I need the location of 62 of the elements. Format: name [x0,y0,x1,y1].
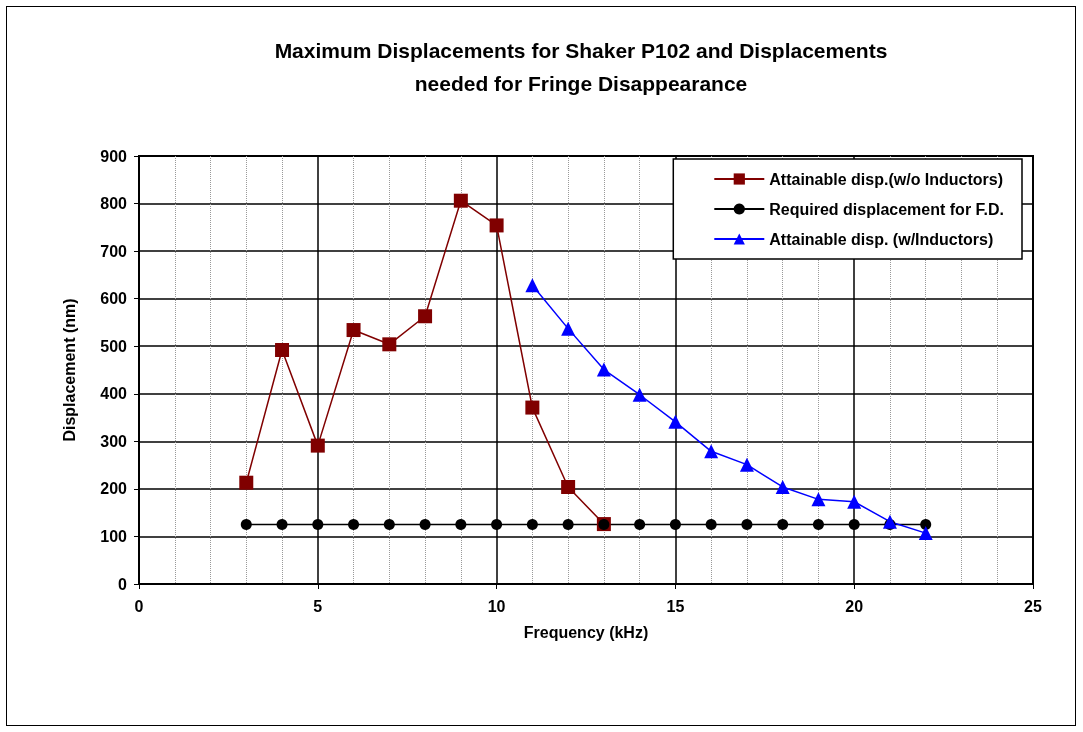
point [632,387,647,402]
legend-label: Attainable disp.(w/o Inductors) [769,170,1004,188]
x-tick-label: 10 [487,597,506,615]
y-tick-label: 500 [100,337,128,355]
point [276,519,288,531]
point [882,514,897,529]
point [561,479,576,494]
point [346,323,361,338]
x-axis-title: Frequency (kHz) [523,623,649,641]
legend-label: Required displacement for F.D. [769,200,1005,218]
point [525,278,540,293]
chart-title: Maximum Displacements for Shaker P102 and Displacements needed for Fringe Disappearance [274,39,888,95]
point [847,494,862,509]
y-tick-label: 700 [100,242,128,260]
point [705,519,717,531]
point [668,414,683,429]
y-tick-label: 0 [118,575,128,593]
point [418,309,433,324]
point [312,519,324,531]
point [812,519,824,531]
x-tick-label: 5 [313,597,323,615]
y-tick-label: 900 [100,147,128,165]
y-tick-label: 200 [100,480,128,498]
point [704,444,719,459]
point [526,519,538,531]
point [453,193,468,208]
y-tick-label: 600 [100,290,128,308]
point [348,519,360,531]
point [240,519,252,531]
point [525,400,540,415]
point [562,519,574,531]
point [383,519,395,531]
point [561,321,576,336]
x-tick-label: 0 [134,597,144,615]
y-tick-label: 100 [100,527,128,545]
point [310,438,325,453]
x-tick-label: 20 [845,597,864,615]
point [491,519,503,531]
point [489,218,504,233]
point [275,343,290,358]
point [239,475,254,490]
x-tick-label: 25 [1024,597,1042,615]
legend-label: Attainable disp. (w/Inductors) [769,230,994,248]
y-tick-label: 800 [100,195,128,213]
point [634,519,646,531]
point [777,519,789,531]
y-axis-title: Displacement (nm) [60,298,78,442]
point [811,492,826,507]
point [669,519,681,531]
point [848,519,860,531]
y-tick-label: 400 [100,385,128,403]
point [739,457,754,472]
point [775,479,790,494]
point [596,362,611,377]
point [741,519,753,531]
point [382,337,397,352]
point [455,519,467,531]
point [920,519,932,531]
x-tick-label: 15 [666,597,685,615]
y-tick-label: 300 [100,432,128,450]
point [419,519,431,531]
point [918,526,933,541]
